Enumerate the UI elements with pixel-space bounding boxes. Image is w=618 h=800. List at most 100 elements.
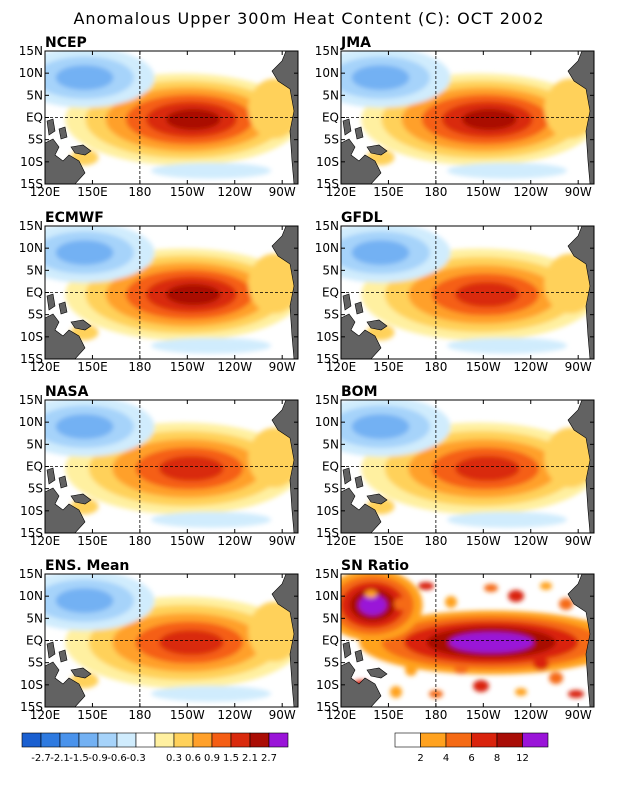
panel-title: NCEP — [45, 35, 87, 51]
anomaly-positive-contour — [248, 78, 298, 139]
y-tick-label: 5N — [322, 437, 339, 451]
y-tick-label: 15N — [19, 44, 43, 58]
x-tick-label: 150E — [77, 708, 108, 722]
y-tick-label: 15N — [315, 44, 339, 58]
sn-contour — [390, 686, 402, 698]
y-tick-label: 5S — [324, 656, 339, 670]
y-tick-label: 5S — [28, 308, 43, 322]
x-tick-label: 180 — [424, 185, 447, 199]
anomaly-positive-contour — [166, 108, 221, 131]
x-tick-label: 150W — [466, 185, 501, 199]
x-tick-label: 150W — [466, 534, 501, 548]
panel-body: 120E 150E 180 150W 120W 90W 15N 10N 5N EQ 5S 10S 15S — [315, 567, 595, 722]
colorbar-swatch — [40, 732, 61, 748]
x-tick-label: 90W — [269, 185, 296, 199]
colorbar-swatch — [78, 732, 99, 748]
colorbar-swatch — [230, 732, 251, 748]
y-tick-label: 5N — [322, 88, 339, 102]
anomaly-negative-contour — [447, 162, 568, 179]
y-tick-label: 10N — [315, 241, 339, 255]
sn-contour — [559, 598, 573, 610]
land-mass — [70, 319, 92, 331]
panel-title: NASA — [45, 384, 89, 400]
y-tick-label: 15S — [316, 526, 339, 540]
colorbar-label: -2.7 — [31, 753, 51, 764]
anomaly-negative-contour — [151, 685, 272, 702]
y-tick-label: 5N — [26, 437, 43, 451]
anomaly-positive-contour — [248, 253, 298, 314]
y-tick-label: 15S — [20, 352, 43, 366]
y-tick-label: 10N — [315, 589, 339, 603]
anomaly-negative-contour — [447, 337, 568, 354]
colorbar-label: 4 — [443, 753, 449, 764]
colorbar-label: -2.1 — [50, 753, 70, 764]
colorbar-swatch — [154, 732, 175, 748]
y-tick-label: 15N — [315, 219, 339, 233]
y-tick-label: 15N — [19, 567, 43, 581]
x-tick-label: 150W — [170, 185, 205, 199]
land-mass — [366, 144, 388, 156]
sn-contour — [549, 672, 563, 684]
panel-gfdl: 120E 150E 180 150W 120W 90W 15N 10N 5N EQ 5S 10S 15S… — [315, 210, 595, 374]
land-mass — [354, 301, 364, 315]
anomaly-negative-contour — [55, 588, 114, 613]
colorbar-label: 8 — [494, 753, 500, 764]
x-tick-label: 120W — [513, 708, 548, 722]
x-tick-label: 90W — [565, 534, 592, 548]
x-tick-label: 150W — [170, 708, 205, 722]
colorbar-swatch — [135, 732, 156, 748]
x-tick-label: 180 — [128, 185, 151, 199]
x-tick-label: 150W — [170, 360, 205, 374]
y-tick-label: EQ — [26, 460, 43, 474]
y-tick-label: 15S — [316, 700, 339, 714]
panel-ens-mean: 120E 150E 180 150W 120W 90W 15N 10N 5N EQ 5S 10S 15S… — [19, 558, 299, 722]
anomaly-negative-contour — [55, 240, 114, 265]
sn-contour — [515, 688, 527, 696]
y-tick-label: 10S — [316, 678, 339, 692]
colorbar-swatch — [394, 732, 421, 748]
anomaly-positive-contour — [544, 78, 594, 139]
panel-body: 120E 150E 180 150W 120W 90W 15N 10N 5N EQ 5S 10S 15S — [19, 219, 299, 374]
colorbar-swatch — [211, 732, 232, 748]
x-tick-label: 120E — [326, 185, 357, 199]
sn-contour — [358, 594, 387, 616]
x-tick-label: 180 — [128, 534, 151, 548]
sn-contour — [418, 582, 434, 590]
panel-title: JMA — [340, 35, 371, 51]
land-mass — [58, 126, 68, 140]
y-tick-label: 10S — [20, 678, 43, 692]
sn-contour — [508, 590, 524, 602]
colorbar-swatch — [249, 732, 270, 748]
colorbar-swatch — [420, 732, 447, 748]
axes: 120E 150E 180 150W 120W 90W 15N 10N 5N EQ 5S 10S 15S — [19, 219, 299, 374]
y-tick-label: EQ — [26, 634, 43, 648]
colorbar-swatch — [445, 732, 472, 748]
axes: 120E 150E 180 150W 120W 90W 15N 10N 5N EQ 5S 10S 15S — [315, 567, 595, 722]
colorbar-label: 2 — [417, 753, 423, 764]
colorbar-sn: 2 4 6 8 12 — [394, 732, 549, 764]
y-tick-label: 10N — [19, 415, 43, 429]
land-mass — [342, 467, 352, 485]
y-tick-label: EQ — [322, 634, 339, 648]
x-tick-label: 90W — [565, 360, 592, 374]
anomaly-positive-contour — [159, 629, 224, 656]
axes: 120E 150E 180 150W 120W 90W 15N 10N 5N EQ 5S 10S 15S — [315, 393, 595, 548]
x-tick-label: 150E — [373, 534, 404, 548]
y-tick-label: EQ — [26, 286, 43, 300]
colorbar-label: 2.1 — [242, 753, 258, 764]
anomaly-negative-contour — [151, 162, 272, 179]
x-tick-label: 120E — [326, 708, 357, 722]
y-tick-label: 5N — [26, 88, 43, 102]
panel-ncep: 120E 150E 180 150W 120W 90W 15N 10N 5N EQ 5S 10S 15S… — [19, 35, 299, 199]
y-tick-label: EQ — [26, 111, 43, 125]
y-tick-label: 5S — [28, 482, 43, 496]
y-tick-label: 10S — [316, 330, 339, 344]
y-tick-label: 5N — [26, 611, 43, 625]
colorbar-label: -0.3 — [126, 753, 146, 764]
x-tick-label: 120W — [217, 360, 252, 374]
anomaly-negative-contour — [351, 65, 410, 90]
axes: 120E 150E 180 150W 120W 90W 15N 10N 5N EQ 5S 10S 15S — [315, 219, 595, 374]
land-mass — [46, 467, 56, 485]
sn-contour — [484, 584, 498, 592]
anomaly-negative-contour — [55, 414, 114, 439]
